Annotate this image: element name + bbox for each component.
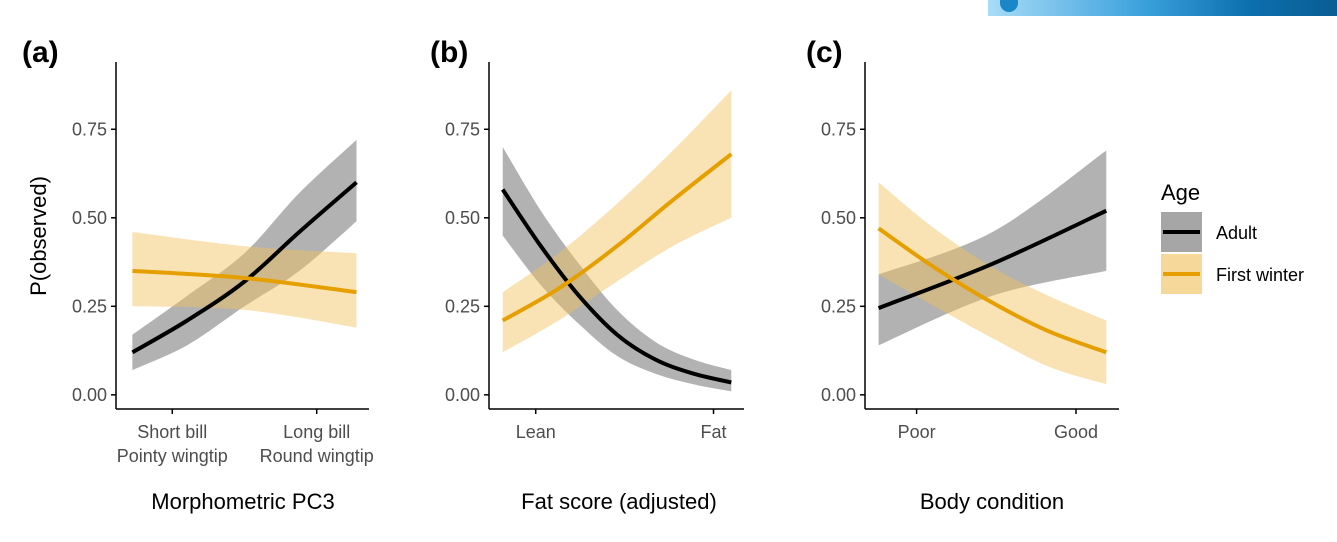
legend-title: Age <box>1161 180 1200 205</box>
y-tick-label: 0.50 <box>445 208 480 228</box>
panel-c: 0.00 0.25 0.50 0.75 Poor Good (c) Body conditio… <box>806 36 1119 514</box>
x-tick-label: Poor <box>898 422 936 442</box>
y-tick-label: 0.50 <box>72 208 107 228</box>
panel-a: 0.00 0.25 0.50 0.75 Short bill Pointy wingtip… <box>22 36 374 514</box>
ci-band-adult <box>878 150 1107 346</box>
legend: Age Adult First winter <box>1161 180 1304 294</box>
x-tick-label: Fat <box>701 422 727 442</box>
y-tick-label: 0.75 <box>445 119 480 139</box>
panel-label: (b) <box>430 36 468 69</box>
ci-band-adult <box>502 147 732 392</box>
x-tick-label: Round wingtip <box>260 446 374 466</box>
x-tick-label: Short bill <box>137 422 207 442</box>
y-tick-label: 0.25 <box>72 296 107 316</box>
series-line-first-winter <box>132 268 357 295</box>
x-axis-title: Morphometric PC3 <box>151 489 334 514</box>
y-tick-label: 0.25 <box>821 296 856 316</box>
x-tick-label: Long bill <box>283 422 350 442</box>
legend-label: First winter <box>1216 265 1304 285</box>
y-tick-label: 0.25 <box>445 296 480 316</box>
y-tick-label: 0.00 <box>821 385 856 405</box>
x-tick-label: Lean <box>516 422 556 442</box>
series-line-adult <box>877 208 1108 310</box>
panel-b: 0.00 0.25 0.50 0.75 Lean Fat (b) Fat score (adj… <box>430 36 744 514</box>
y-tick-label: 0.50 <box>821 208 856 228</box>
y-axis-title: P(observed) <box>26 176 51 296</box>
y-tick-label: 0.75 <box>821 119 856 139</box>
series-line-first-winter <box>877 226 1107 355</box>
panel-label: (c) <box>806 36 843 69</box>
x-axis-title: Body condition <box>920 489 1064 514</box>
x-tick-label: Pointy wingtip <box>117 446 228 466</box>
corner-banner-graphic <box>988 0 1337 16</box>
series-line-adult <box>501 188 732 385</box>
series-line-first-winter <box>501 152 733 323</box>
panel-label: (a) <box>22 36 59 69</box>
ci-band-adult <box>132 139 357 371</box>
y-tick-label: 0.00 <box>445 385 480 405</box>
y-tick-label: 0.75 <box>72 119 107 139</box>
x-tick-label: Good <box>1054 422 1098 442</box>
corner-logo-mark <box>1000 0 1018 12</box>
legend-label: Adult <box>1216 223 1257 243</box>
x-axis-title: Fat score (adjusted) <box>521 489 717 514</box>
y-tick-label: 0.00 <box>72 385 107 405</box>
series-line-adult <box>131 180 358 355</box>
